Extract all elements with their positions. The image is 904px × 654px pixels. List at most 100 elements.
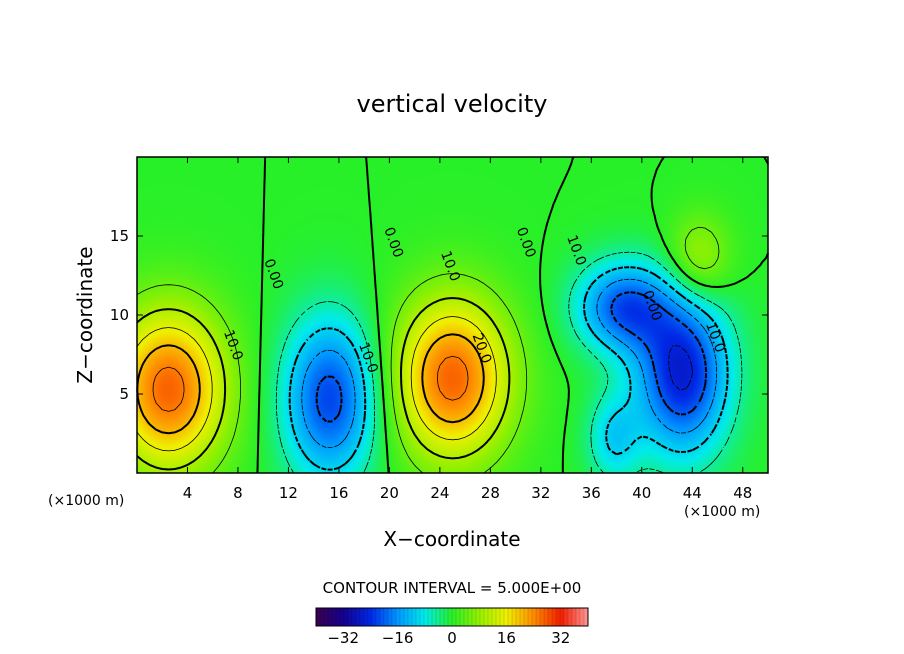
colorbar-cell (408, 608, 413, 626)
x-tick-label: 36 (582, 484, 601, 502)
colorbar-cell (576, 608, 581, 626)
contour-level (301, 278, 717, 448)
x-tick-label: 28 (481, 484, 500, 502)
colorbar-cell (352, 608, 357, 626)
colorbar-cell (500, 608, 505, 626)
colorbar-cell (528, 608, 533, 626)
x-tick-label: 48 (733, 484, 752, 502)
colorbar-cell (464, 608, 469, 626)
contour-level (136, 297, 511, 471)
contour-level (256, 156, 769, 474)
colorbar-cell (348, 608, 353, 626)
x-axis-label: X−coordinate (383, 527, 520, 551)
velocity-color-field (137, 157, 768, 473)
colorbar-cell (428, 608, 433, 626)
x-tick-label: 20 (380, 484, 399, 502)
x-axis-unit-left: (×1000 m) (48, 493, 124, 509)
y-tick-label: 15 (110, 227, 129, 245)
contour-level (275, 251, 743, 474)
x-tick-label: 4 (183, 484, 193, 502)
colorbar-cell (516, 608, 521, 626)
colorbar-cell (360, 608, 365, 626)
colorbar-cell (580, 608, 585, 626)
colorbar-cell (540, 608, 545, 626)
colorbar-cell (472, 608, 477, 626)
colorbar-cell (328, 608, 333, 626)
colorbar-ticks: −32 −16 0 16 32 (327, 629, 570, 647)
colorbar-cell (344, 608, 349, 626)
x-tick-label: 32 (531, 484, 550, 502)
colorbar-cell (556, 608, 561, 626)
colorbar-cell (524, 608, 529, 626)
colorbar-cell (584, 608, 589, 626)
colorbar-cell (560, 608, 565, 626)
colorbar-cell (376, 608, 381, 626)
colorbar-cell (452, 608, 457, 626)
contour-level (288, 266, 729, 471)
x-axis-unit-right: (×1000 m) (684, 504, 760, 520)
colorbar-frame (315, 607, 589, 627)
colorbar-cell (372, 608, 377, 626)
colorbar-cell (468, 608, 473, 626)
colorbar-cell (456, 608, 461, 626)
chart-title: vertical velocity (357, 90, 548, 118)
contour-interval-text: CONTOUR INTERVAL = 5.000E+00 (323, 579, 582, 597)
colorbar-cell (368, 608, 373, 626)
contour-level (315, 291, 708, 423)
colorbar-cell (532, 608, 537, 626)
colorbar-cell (432, 608, 437, 626)
colorbar-cell (392, 608, 397, 626)
x-tick-label: 16 (329, 484, 348, 502)
colorbar-tick-label: 16 (497, 629, 516, 647)
colorbar-cell (544, 608, 549, 626)
y-axis-ticks: 5 10 15 (110, 227, 768, 403)
colorbar-cell (484, 608, 489, 626)
colorbar-cell (396, 608, 401, 626)
colorbar-cell (356, 608, 361, 626)
y-axis-label: Z−coordinate (73, 246, 97, 383)
colorbar (315, 607, 589, 627)
contour-level (136, 316, 497, 452)
colorbar-cell (508, 608, 513, 626)
x-axis-ticks: 4 8 12 16 20 24 28 32 36 40 44 48 (183, 157, 752, 502)
contour-level (152, 355, 469, 412)
colorbar-cell (332, 608, 337, 626)
colorbar-cell (340, 608, 345, 626)
colorbar-cell (572, 608, 577, 626)
colorbar-tick-label: −32 (327, 629, 359, 647)
colorbar-cell (496, 608, 501, 626)
x-tick-label: 24 (430, 484, 449, 502)
colorbar-cell (492, 608, 497, 626)
colorbar-cell (444, 608, 449, 626)
contour-lines (136, 156, 769, 474)
colorbar-cell (440, 608, 445, 626)
contour-level (136, 226, 720, 474)
x-tick-label: 40 (632, 484, 651, 502)
colorbar-cell (324, 608, 329, 626)
y-tick-label: 10 (110, 306, 129, 324)
colorbar-cell (548, 608, 553, 626)
colorbar-cell (480, 608, 485, 626)
colorbar-cell (384, 608, 389, 626)
colorbar-cell (476, 608, 481, 626)
y-tick-label: 5 (119, 385, 129, 403)
colorbar-cell (336, 608, 341, 626)
colorbar-cell (568, 608, 573, 626)
colorbar-cell (400, 608, 405, 626)
colorbar-cell (420, 608, 425, 626)
colorbar-cell (388, 608, 393, 626)
colorbar-cell (412, 608, 417, 626)
colorbar-cell (536, 608, 541, 626)
colorbar-cell (512, 608, 517, 626)
contour-level (668, 345, 693, 391)
colorbar-cell (320, 608, 325, 626)
colorbar-cell (416, 608, 421, 626)
colorbar-cell (380, 608, 385, 626)
colorbar-cell (316, 608, 321, 626)
colorbar-cell (552, 608, 557, 626)
colorbar-cell (460, 608, 465, 626)
colorbar-cell (488, 608, 493, 626)
colorbar-cell (364, 608, 369, 626)
